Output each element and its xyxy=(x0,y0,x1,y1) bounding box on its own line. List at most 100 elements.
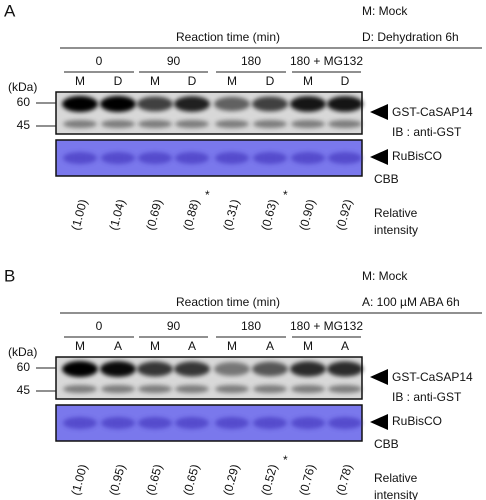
marker-label: 45 xyxy=(17,383,31,397)
panel: A M: Mock D: Dehydration 6h Reaction time (… xyxy=(4,1,482,237)
intensity-value: (0.65) xyxy=(180,463,202,497)
intensity-value: (0.78) xyxy=(333,463,355,497)
lane-label: M xyxy=(303,74,313,88)
arrowhead xyxy=(370,414,388,430)
band-lower xyxy=(63,120,97,128)
band-lower xyxy=(175,120,209,128)
panel: B M: Mock A: 100 µM ABA 6h Reaction time (m… xyxy=(4,266,482,500)
group-label: 180 xyxy=(241,319,261,333)
intensity-value: (0.95) xyxy=(106,463,128,497)
legend-text: A: 100 µM ABA 6h xyxy=(362,295,460,309)
cbb-band xyxy=(138,152,172,164)
significance-mark: * xyxy=(283,188,288,202)
cbb-band xyxy=(215,152,249,164)
panel-label: B xyxy=(4,266,15,285)
intensity-value: (0.52) xyxy=(258,463,280,497)
lane-label: A xyxy=(266,339,274,353)
band-lower xyxy=(138,385,172,393)
cbb-band xyxy=(63,417,97,429)
intensity-value: (1.00) xyxy=(68,198,90,232)
band xyxy=(100,96,136,112)
band-lower xyxy=(328,385,362,393)
intensity-value: (0.92) xyxy=(333,198,355,232)
cbb-band xyxy=(291,152,325,164)
lane-label: M xyxy=(303,339,313,353)
lane-label: M xyxy=(150,339,160,353)
lane-label: D xyxy=(114,74,123,88)
kda-label: (kDa) xyxy=(8,345,37,359)
group-label: 90 xyxy=(167,319,181,333)
arrowhead xyxy=(370,149,388,165)
lane-label: M xyxy=(75,74,85,88)
blot-label: GST-CaSAP14 xyxy=(392,370,473,384)
intensity-label: Relative xyxy=(374,471,418,485)
lane-label: D xyxy=(188,74,197,88)
axis-title: Reaction time (min) xyxy=(176,295,280,309)
lane-label: A xyxy=(188,339,196,353)
band xyxy=(214,362,250,376)
group-label: 90 xyxy=(167,54,181,68)
band-lower xyxy=(101,385,135,393)
band xyxy=(100,361,136,377)
group-label: 180 + MG132 xyxy=(290,54,363,68)
intensity-label: Relative xyxy=(374,206,418,220)
band-lower xyxy=(101,120,135,128)
band-lower xyxy=(253,385,287,393)
band xyxy=(290,361,326,377)
panel-label: A xyxy=(4,1,16,20)
blot-label: GST-CaSAP14 xyxy=(392,105,473,119)
band xyxy=(252,96,288,112)
lane-label: A xyxy=(114,339,122,353)
blot-method: IB : anti-GST xyxy=(392,390,462,404)
band xyxy=(327,96,363,112)
band xyxy=(137,361,173,377)
lane-label: A xyxy=(341,339,349,353)
group-label: 180 xyxy=(241,54,261,68)
cbb-band xyxy=(138,417,172,429)
group-label: 0 xyxy=(96,54,103,68)
arrowhead xyxy=(370,104,388,120)
band xyxy=(62,361,98,377)
intensity-value: (0.90) xyxy=(296,198,318,232)
intensity-value: (0.31) xyxy=(220,198,242,232)
band xyxy=(174,96,210,112)
intensity-value: (1.04) xyxy=(106,198,128,232)
intensity-value: (0.29) xyxy=(220,463,242,497)
intensity-value: (0.63) xyxy=(258,198,280,232)
cbb-band xyxy=(291,417,325,429)
band xyxy=(214,96,250,112)
cbb-band xyxy=(328,417,362,429)
intensity-value: (0.88) xyxy=(180,198,202,232)
cbb-band xyxy=(101,417,135,429)
band xyxy=(290,96,326,112)
band xyxy=(252,361,288,377)
band-lower xyxy=(253,120,287,128)
loading-method: CBB xyxy=(374,437,399,451)
band xyxy=(137,96,173,112)
band-lower xyxy=(328,120,362,128)
intensity-label: intensity xyxy=(374,488,418,500)
intensity-value: (0.76) xyxy=(296,463,318,497)
legend-text: D: Dehydration 6h xyxy=(362,30,459,44)
band-lower xyxy=(63,385,97,393)
band-lower xyxy=(215,385,249,393)
loading-label: RuBisCO xyxy=(392,149,442,163)
marker-label: 60 xyxy=(17,360,31,374)
arrowhead xyxy=(370,369,388,385)
band xyxy=(327,361,363,377)
intensity-value: (0.65) xyxy=(143,463,165,497)
legend-text: M: Mock xyxy=(362,269,408,283)
cbb-band xyxy=(253,152,287,164)
intensity-value: (0.69) xyxy=(143,198,165,232)
lane-label: M xyxy=(150,74,160,88)
lane-label: M xyxy=(75,339,85,353)
cbb-band xyxy=(328,152,362,164)
lane-label: M xyxy=(227,339,237,353)
lane-label: M xyxy=(227,74,237,88)
significance-mark: * xyxy=(283,453,288,467)
loading-label: RuBisCO xyxy=(392,414,442,428)
blot-method: IB : anti-GST xyxy=(392,125,462,139)
group-label: 0 xyxy=(96,319,103,333)
band xyxy=(174,361,210,377)
